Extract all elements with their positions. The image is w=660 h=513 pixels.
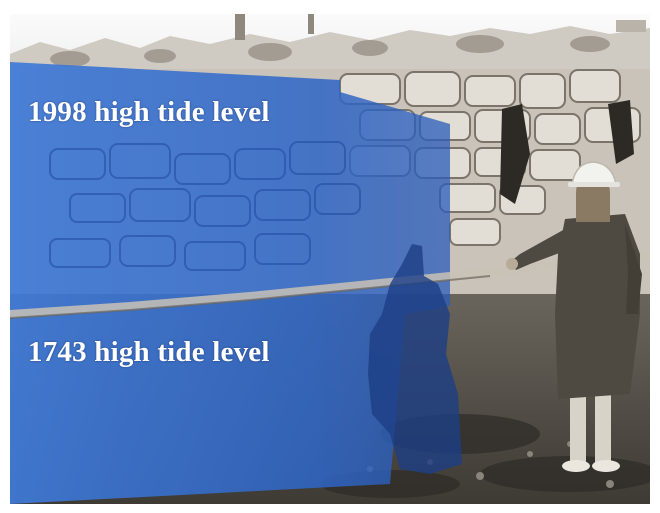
hard-hat (571, 161, 617, 185)
label-1998-high-tide: 1998 high tide level (28, 96, 270, 128)
top-rubble-stones (50, 35, 610, 67)
excavation-photo (10, 14, 650, 504)
person-shadow (368, 244, 462, 474)
photo-frame: 1998 high tide level 1743 high tide leve… (10, 14, 650, 504)
label-1743-high-tide: 1743 high tide level (28, 336, 270, 368)
person (506, 161, 642, 472)
